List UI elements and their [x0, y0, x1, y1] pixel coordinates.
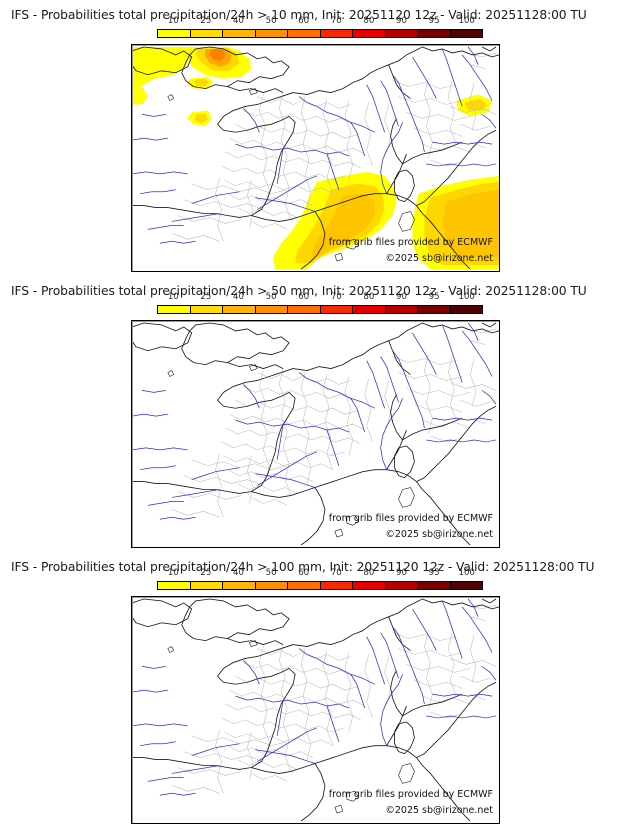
- colorbar-tick-25: 25: [200, 16, 212, 26]
- colorbar-tick-40: 40: [233, 16, 244, 26]
- panel-title: IFS - Probabilities total precipitation/…: [11, 8, 587, 22]
- admin-boundaries: [171, 604, 497, 794]
- colorbar-tick-90: 90: [396, 16, 407, 26]
- colorbar-segment-90: [385, 582, 418, 589]
- colorbar-segment-100: [450, 30, 482, 37]
- colorbar-segment-60: [288, 30, 321, 37]
- colorbar-segment-60: [288, 306, 321, 313]
- colorbar-segment-70: [320, 582, 353, 589]
- colorbar-tick-10: 10: [167, 568, 179, 578]
- colorbar-segment-50: [255, 582, 288, 589]
- rivers: [132, 598, 497, 796]
- colorbar-ticks: 10 25 40 50 60 70 80 90 95 100: [157, 16, 483, 29]
- colorbar-tick-95: 95: [428, 568, 440, 578]
- colorbar-tick-10: 10: [167, 292, 179, 302]
- colorbar-tick-50: 50: [265, 568, 277, 578]
- credit-copyright: ©2025 sb@irizone.net: [385, 529, 493, 540]
- rivers: [132, 322, 497, 520]
- map-canvas-100mm[interactable]: from grib files provided by ECMWF ©2025 …: [131, 596, 500, 824]
- colorbar-segment-40: [223, 582, 256, 589]
- colorbar-tick-60: 60: [298, 16, 310, 26]
- colorbar-segment-95: [418, 30, 451, 37]
- admin-boundaries: [171, 328, 497, 518]
- colorbar-tick-25: 25: [200, 568, 212, 578]
- forecast-panel-50mm: IFS - Probabilities total precipitation/…: [0, 276, 630, 552]
- colorbar-tick-70: 70: [330, 16, 342, 26]
- colorbar-ticks: 10 25 40 50 60 70 80 90 95 100: [157, 568, 483, 581]
- colorbar-tick-100: 100: [458, 292, 475, 302]
- colorbar-segment-60: [288, 582, 321, 589]
- colorbar-segment-70: [320, 306, 353, 313]
- forecast-panel-100mm: IFS - Probabilities total precipitation/…: [0, 552, 630, 828]
- probability-fill-layer: [132, 46, 499, 270]
- colorbar-tick-80: 80: [363, 292, 375, 302]
- map-graphics: [132, 322, 499, 546]
- credit-ecmwf: from grib files provided by ECMWF: [328, 237, 493, 248]
- colorbar-segment-80: [353, 582, 386, 589]
- colorbar-tick-25: 25: [200, 292, 212, 302]
- map-canvas-50mm[interactable]: from grib files provided by ECMWF ©2025 …: [131, 320, 500, 548]
- panel-title: IFS - Probabilities total precipitation/…: [11, 560, 595, 574]
- colorbar-segment-25: [190, 582, 223, 589]
- colorbar-segment-50: [255, 306, 288, 313]
- colorbar-tick-80: 80: [363, 16, 375, 26]
- credit-copyright: ©2025 sb@irizone.net: [385, 805, 493, 816]
- colorbar-10mm: 10 25 40 50 60 70 80 90 95 100: [157, 16, 483, 41]
- colorbar-tick-50: 50: [265, 16, 277, 26]
- colorbar-gradient: [157, 581, 483, 590]
- credit-ecmwf: from grib files provided by ECMWF: [328, 513, 493, 524]
- colorbar-segment-10: [158, 582, 191, 589]
- colorbar-segment-90: [385, 306, 418, 313]
- colorbar-tick-40: 40: [233, 292, 244, 302]
- colorbar-gradient: [157, 29, 483, 38]
- colorbar-segment-80: [353, 30, 386, 37]
- colorbar-segment-50: [255, 30, 288, 37]
- colorbar-tick-60: 60: [298, 568, 310, 578]
- colorbar-segment-100: [450, 582, 482, 589]
- colorbar-tick-70: 70: [330, 292, 342, 302]
- credit-ecmwf: from grib files provided by ECMWF: [328, 789, 493, 800]
- colorbar-tick-60: 60: [298, 292, 310, 302]
- colorbar-segment-70: [320, 30, 353, 37]
- colorbar-50mm: 10 25 40 50 60 70 80 90 95 100: [157, 292, 483, 317]
- colorbar-tick-100: 100: [458, 16, 475, 26]
- colorbar-segment-40: [223, 30, 256, 37]
- colorbar-segment-10: [158, 30, 191, 37]
- colorbar-tick-70: 70: [330, 568, 342, 578]
- colorbar-tick-90: 90: [396, 292, 407, 302]
- colorbar-100mm: 10 25 40 50 60 70 80 90 95 100: [157, 568, 483, 593]
- forecast-panel-10mm: IFS - Probabilities total precipitation/…: [0, 0, 630, 276]
- colorbar-segment-10: [158, 306, 191, 313]
- colorbar-tick-100: 100: [458, 568, 475, 578]
- panel-title: IFS - Probabilities total precipitation/…: [11, 284, 587, 298]
- colorbar-segment-90: [385, 30, 418, 37]
- coastlines: [132, 598, 499, 822]
- map-graphics: [132, 46, 499, 270]
- colorbar-tick-95: 95: [428, 292, 440, 302]
- colorbar-segment-80: [353, 306, 386, 313]
- colorbar-tick-80: 80: [363, 568, 375, 578]
- colorbar-segment-95: [418, 582, 451, 589]
- colorbar-segment-25: [190, 306, 223, 313]
- colorbar-tick-95: 95: [428, 16, 440, 26]
- colorbar-tick-90: 90: [396, 568, 407, 578]
- colorbar-segment-95: [418, 306, 451, 313]
- coastlines: [132, 46, 499, 270]
- credit-copyright: ©2025 sb@irizone.net: [385, 253, 493, 264]
- colorbar-segment-25: [190, 30, 223, 37]
- colorbar-gradient: [157, 305, 483, 314]
- colorbar-segment-100: [450, 306, 482, 313]
- colorbar-tick-40: 40: [233, 568, 244, 578]
- colorbar-tick-10: 10: [167, 16, 179, 26]
- colorbar-segment-40: [223, 306, 256, 313]
- map-graphics: [132, 598, 499, 822]
- colorbar-tick-50: 50: [265, 292, 277, 302]
- rivers: [132, 46, 497, 244]
- colorbar-ticks: 10 25 40 50 60 70 80 90 95 100: [157, 292, 483, 305]
- coastlines: [132, 322, 499, 546]
- map-canvas-10mm[interactable]: from grib files provided by ECMWF ©2025 …: [131, 44, 500, 272]
